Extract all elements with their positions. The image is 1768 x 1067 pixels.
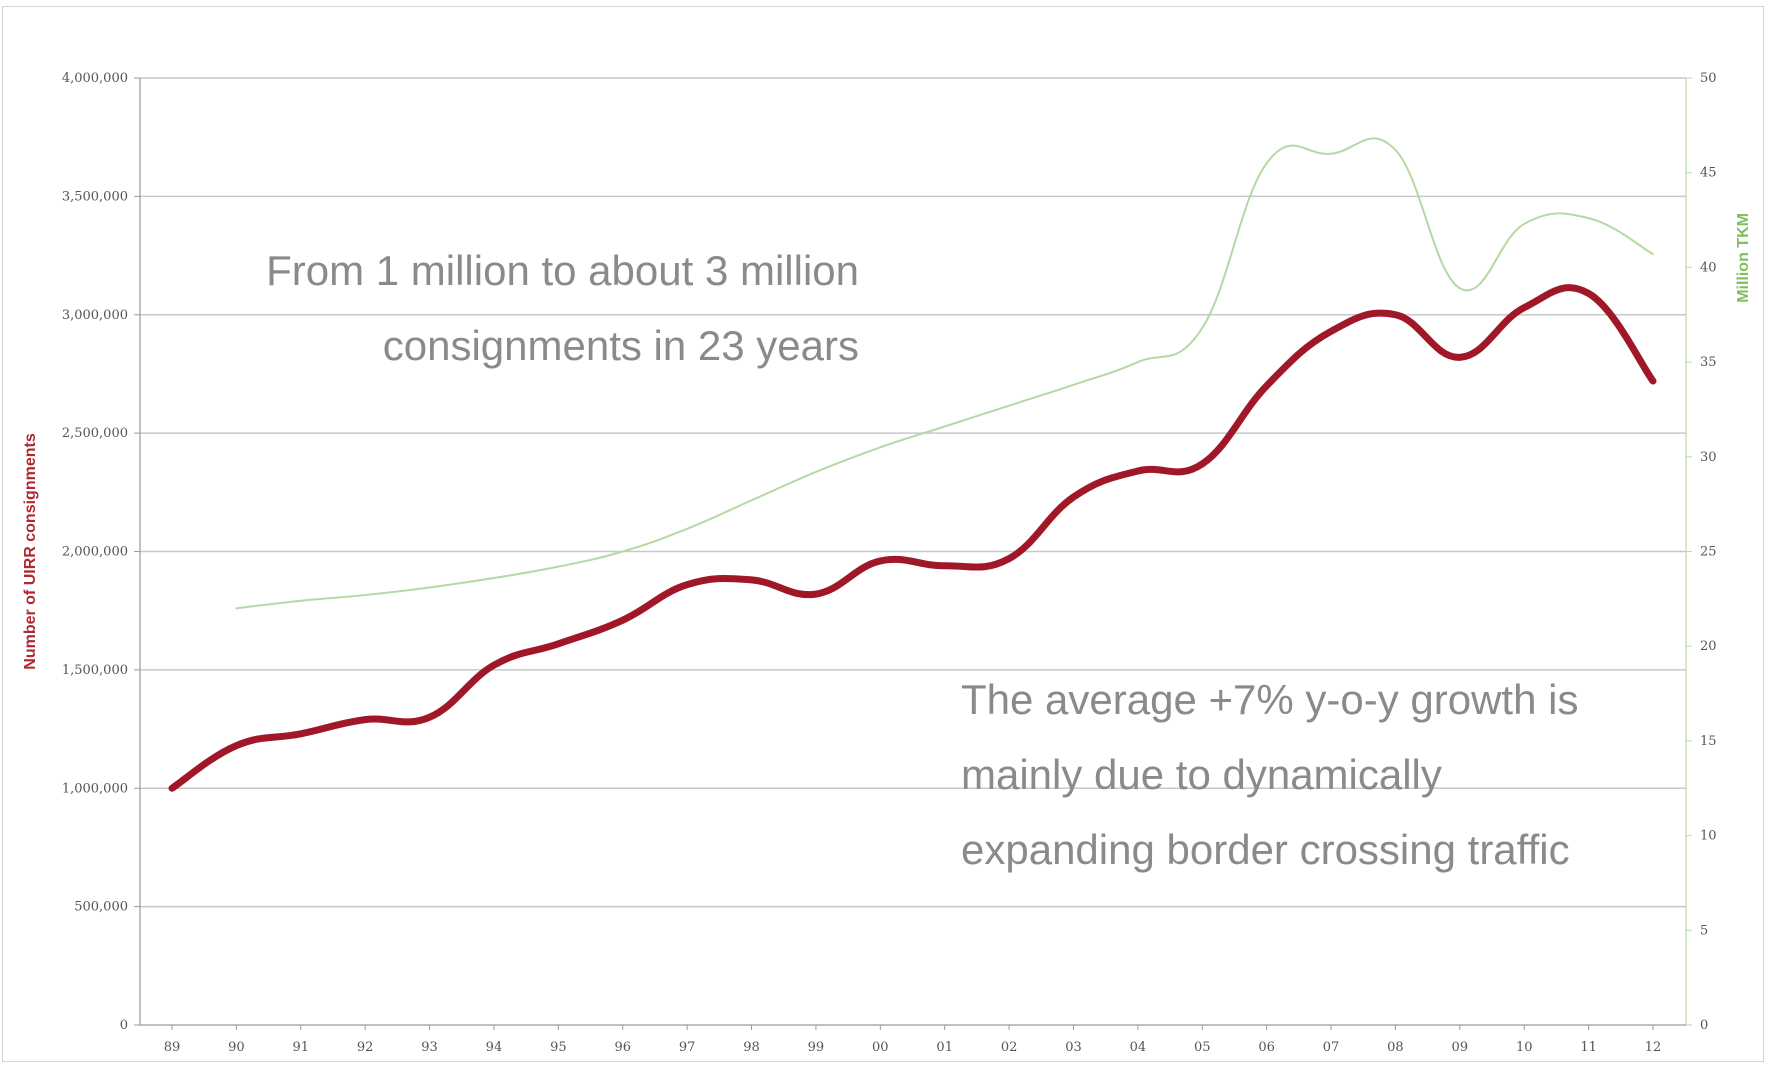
x-tick-label: 91 — [293, 1040, 310, 1055]
right-y-axis-ticks: 0 5 10 15 20 25 30 35 40 45 50 — [1686, 71, 1717, 1033]
reason-annotation-line-1: The average +7% y-o-y growth is — [961, 676, 1579, 723]
right-y-tick-label: 45 — [1700, 166, 1717, 181]
x-tick-label: 10 — [1516, 1040, 1533, 1055]
x-tick-label: 03 — [1065, 1040, 1082, 1055]
x-tick-label: 89 — [164, 1040, 181, 1055]
x-tick-label: 12 — [1645, 1040, 1662, 1055]
x-tick-label: 09 — [1452, 1040, 1469, 1055]
right-y-axis-title: Million TKM — [1735, 213, 1752, 303]
left-y-axis-ticks: 0 500,000 1,000,000 1,500,000 2,000,000 2,500… — [62, 71, 140, 1033]
left-y-tick-label: 2,000,000 — [62, 545, 128, 560]
right-y-tick-label: 10 — [1700, 829, 1717, 844]
right-y-tick-label: 5 — [1700, 923, 1708, 938]
right-y-tick-label: 35 — [1700, 355, 1717, 370]
right-y-tick-label: 40 — [1700, 260, 1717, 275]
right-y-tick-label: 15 — [1700, 734, 1717, 749]
x-tick-label: 04 — [1130, 1040, 1147, 1055]
left-y-tick-label: 4,000,000 — [62, 71, 128, 86]
left-y-tick-label: 3,500,000 — [62, 189, 128, 204]
left-y-tick-label: 500,000 — [74, 900, 128, 915]
x-tick-label: 05 — [1194, 1040, 1211, 1055]
x-tick-label: 97 — [679, 1040, 696, 1055]
x-tick-label: 93 — [421, 1040, 438, 1055]
left-y-tick-label: 1,500,000 — [62, 663, 128, 678]
x-tick-label: 08 — [1387, 1040, 1404, 1055]
right-y-tick-label: 0 — [1700, 1018, 1708, 1033]
reason-annotation: The average +7% y-o-y growth is mainly d… — [961, 662, 1578, 887]
left-y-axis-title: Number of UIRR consignments — [22, 433, 39, 670]
x-tick-label: 96 — [614, 1040, 631, 1055]
x-tick-label: 00 — [872, 1040, 889, 1055]
left-y-tick-label: 1,000,000 — [62, 781, 128, 796]
consignments-series-line — [168, 284, 1657, 792]
reason-annotation-line-3: expanding border crossing traffic — [961, 826, 1570, 873]
growth-annotation-line-2: consignments in 23 years — [382, 322, 859, 369]
growth-annotation: From 1 million to about 3 million consig… — [266, 233, 859, 383]
x-tick-label: 95 — [550, 1040, 567, 1055]
x-tick-label: 01 — [936, 1040, 953, 1055]
x-tick-label: 98 — [743, 1040, 760, 1055]
x-tick-label: 99 — [808, 1040, 825, 1055]
right-y-tick-label: 30 — [1700, 450, 1717, 465]
right-y-tick-label: 50 — [1700, 71, 1717, 86]
x-tick-label: 11 — [1580, 1040, 1597, 1055]
right-y-tick-label: 20 — [1700, 639, 1717, 654]
x-tick-label: 92 — [357, 1040, 374, 1055]
x-tick-label: 06 — [1258, 1040, 1275, 1055]
line-chart: 0 500,000 1,000,000 1,500,000 2,000,000 2,500… — [22, 71, 1752, 1055]
gridlines — [140, 77, 1686, 908]
right-y-tick-label: 25 — [1700, 545, 1717, 560]
left-y-tick-label: 2,500,000 — [62, 426, 128, 441]
series-lines — [168, 137, 1657, 792]
x-tick-label: 07 — [1323, 1040, 1340, 1055]
chart-frame: 0 500,000 1,000,000 1,500,000 2,000,000 2,500… — [2, 6, 1764, 1062]
tkm-series-line — [235, 137, 1654, 610]
x-tick-label: 02 — [1001, 1040, 1018, 1055]
x-axis-ticks: 89 90 91 92 93 94 95 96 97 98 99 00 01 02 03 04 05 06 07 08… — [164, 1025, 1662, 1055]
left-y-tick-label: 0 — [120, 1018, 128, 1033]
reason-annotation-line-2: mainly due to dynamically — [961, 751, 1442, 798]
left-y-tick-label: 3,000,000 — [62, 308, 128, 323]
growth-annotation-line-1: From 1 million to about 3 million — [266, 247, 859, 294]
x-tick-label: 94 — [486, 1040, 503, 1055]
x-tick-label: 90 — [228, 1040, 245, 1055]
